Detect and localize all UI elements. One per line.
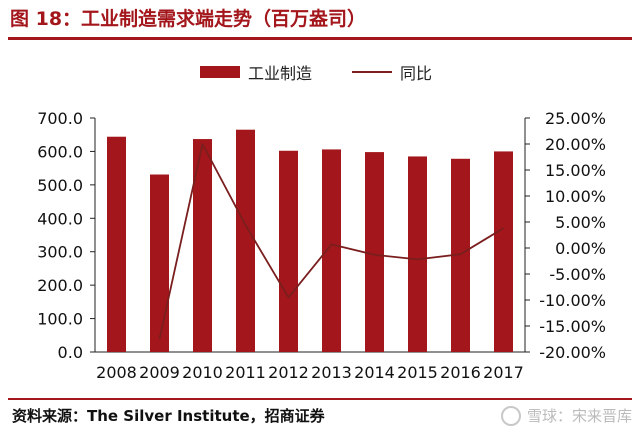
left-tick-label: 100.0 — [37, 310, 83, 329]
chart-title: 图 18：工业制造需求端走势（百万盎司） — [10, 8, 367, 30]
legend-label-line: 同比 — [400, 64, 433, 83]
footer-divider — [8, 398, 632, 400]
x-tick-label: 2012 — [268, 363, 309, 382]
x-tick-label: 2008 — [96, 363, 137, 382]
left-tick-label: 200.0 — [37, 276, 83, 295]
bar-2011 — [236, 129, 255, 352]
left-tick-label: 0.0 — [58, 343, 83, 362]
x-tick-label: 2009 — [139, 363, 180, 382]
legend-swatch-bar — [200, 66, 240, 78]
right-tick-label: 10.00% — [545, 187, 606, 206]
bar-2012 — [279, 150, 298, 352]
bar-2015 — [408, 156, 427, 352]
left-tick-label: 300.0 — [37, 243, 83, 262]
bar-2009 — [150, 174, 169, 352]
right-tick-label: 15.00% — [545, 161, 606, 180]
right-tick-label: 20.00% — [545, 135, 606, 154]
x-tick-label: 2011 — [225, 363, 266, 382]
left-tick-label: 700.0 — [37, 109, 83, 128]
yoy-line — [158, 143, 504, 340]
bar-2016 — [451, 158, 470, 352]
x-tick-label: 2017 — [483, 363, 524, 382]
legend-label-bar: 工业制造 — [248, 64, 313, 83]
title-divider — [8, 37, 632, 40]
x-tick-label: 2014 — [354, 363, 395, 382]
bar-2014 — [365, 152, 384, 352]
right-tick-label: -5.00% — [549, 265, 606, 284]
legend-item-line: 同比 — [352, 60, 432, 84]
right-tick-label: 25.00% — [545, 109, 606, 128]
x-tick-label: 2010 — [182, 363, 223, 382]
left-tick-label: 400.0 — [37, 209, 83, 228]
left-tick-label: 600.0 — [37, 142, 83, 161]
watermark-logo-icon — [500, 406, 521, 426]
x-tick-label: 2016 — [440, 363, 481, 382]
legend-swatch-line — [352, 71, 393, 73]
legend-item-bar: 工业制造 — [200, 60, 312, 84]
x-tick-label: 2015 — [397, 363, 438, 382]
left-tick-label: 500.0 — [37, 176, 83, 195]
bar-2008 — [107, 136, 126, 352]
watermark: 雪球：宋来晋库 — [500, 402, 632, 430]
right-tick-label: -20.00% — [539, 343, 606, 362]
right-tick-label: -10.00% — [539, 291, 606, 310]
bar-2017 — [494, 151, 513, 352]
legend: 工业制造 同比 — [200, 60, 472, 84]
right-tick-label: 5.00% — [555, 213, 606, 232]
x-tick-label: 2013 — [311, 363, 352, 382]
right-tick-label: -15.00% — [539, 317, 606, 336]
bar-2010 — [193, 139, 212, 352]
watermark-text: 雪球：宋来晋库 — [526, 407, 632, 425]
bar-2013 — [322, 149, 341, 352]
right-tick-label: 0.00% — [555, 239, 606, 258]
source-note: 资料来源：The Silver Institute，招商证券 — [12, 407, 325, 425]
